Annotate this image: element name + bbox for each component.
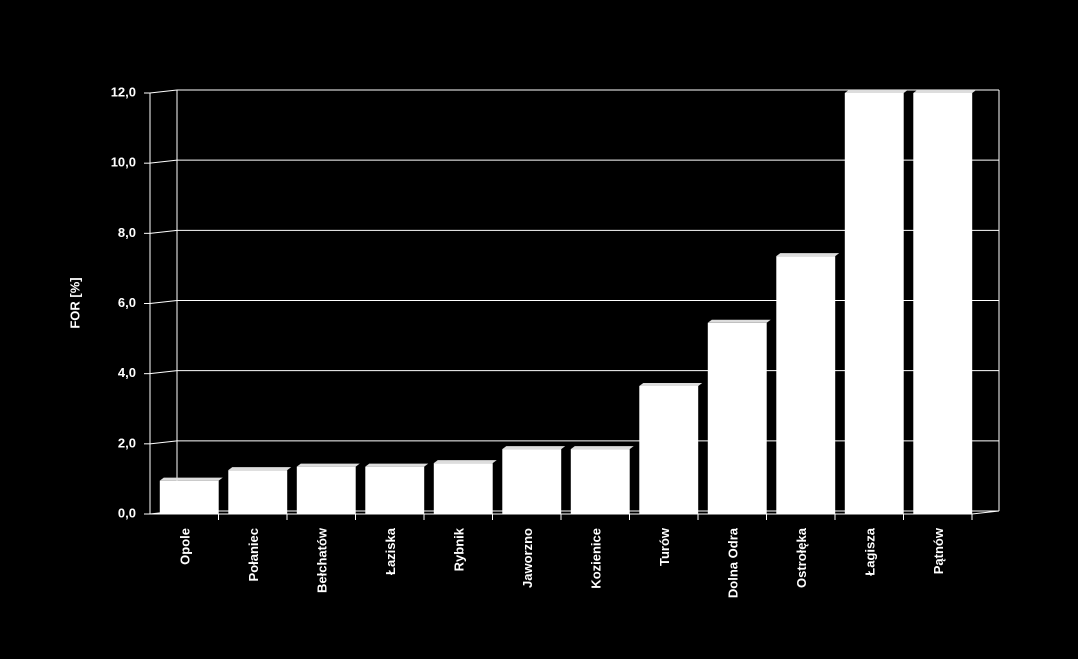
bar-top <box>570 446 634 450</box>
bar <box>570 449 630 514</box>
bar-group <box>707 319 771 514</box>
bar-group <box>844 90 908 514</box>
x-tick-label: Opole <box>178 528 193 565</box>
bar-group <box>159 477 223 514</box>
x-tick-label: Turów <box>657 527 672 566</box>
bar-top <box>776 253 840 257</box>
x-tick-label: Kozienice <box>589 528 604 589</box>
grid-line-side <box>149 440 178 445</box>
grid-line-side <box>149 300 178 304</box>
bar-group <box>913 90 977 514</box>
bar-group <box>639 382 703 514</box>
grid-line-side <box>149 89 178 94</box>
bar <box>707 322 767 514</box>
bar-group <box>502 446 566 514</box>
bar <box>776 256 836 514</box>
y-tick-label: 0,0 <box>118 505 136 520</box>
bar-top <box>639 382 703 386</box>
bar <box>913 93 973 514</box>
bar <box>639 385 699 514</box>
bar-top <box>707 319 771 323</box>
bar-top <box>159 477 223 481</box>
bar-group <box>776 253 840 514</box>
x-tick-label: Łaziska <box>383 527 398 575</box>
bar <box>296 466 356 514</box>
y-tick-label: 6,0 <box>118 295 136 310</box>
bar-group <box>296 463 360 514</box>
x-tick-label: Bełchatów <box>315 527 330 593</box>
bar-top <box>296 463 360 467</box>
bar <box>502 449 562 514</box>
y-tick-label: 10,0 <box>111 155 136 170</box>
x-tick-label: Rybnik <box>452 527 467 571</box>
x-tick-label: Dolna Odra <box>726 527 741 598</box>
grid-line-side <box>149 159 178 164</box>
x-tick-label: Pątnów <box>931 527 946 574</box>
bar-group <box>570 446 634 514</box>
bar-top <box>913 90 977 93</box>
bar-top <box>365 463 429 467</box>
grid-line-side <box>149 229 178 234</box>
bar-top <box>228 467 292 471</box>
bar-top <box>433 460 497 464</box>
y-tick-label: 2,0 <box>118 435 136 450</box>
bar-group <box>365 463 429 514</box>
bar-top <box>502 446 566 450</box>
x-tick-label: Łagisza <box>863 527 878 575</box>
bar <box>228 470 288 514</box>
y-tick-label: 8,0 <box>118 225 136 240</box>
y-tick-label: 12,0 <box>111 84 136 99</box>
x-tick-label: Ostrołęka <box>794 527 809 588</box>
y-axis-title: FOR [%] <box>67 277 82 328</box>
bar-group <box>433 460 497 514</box>
bar <box>159 480 219 514</box>
bar <box>365 466 425 514</box>
bar <box>844 93 904 514</box>
y-tick-label: 4,0 <box>118 365 136 380</box>
grid-line-side <box>149 370 178 375</box>
x-tick-label: Jaworzno <box>520 528 535 588</box>
x-tick-label: Połaniec <box>246 528 261 581</box>
bar <box>433 463 493 514</box>
bar-top <box>844 90 908 93</box>
bar-group <box>228 467 292 514</box>
